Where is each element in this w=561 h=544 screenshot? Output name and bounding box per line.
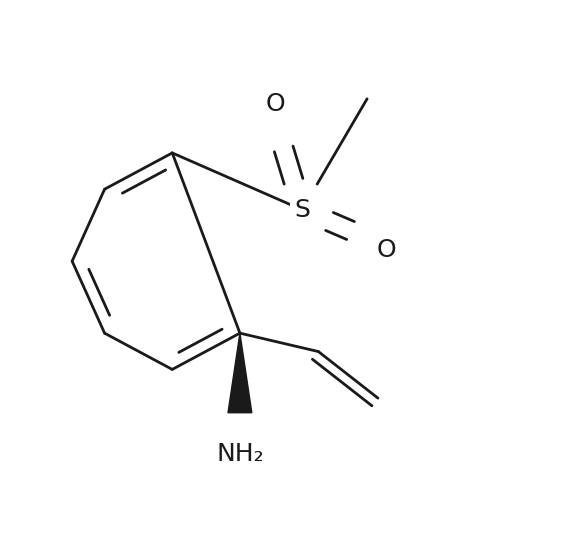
Polygon shape [228,333,252,413]
Text: O: O [265,92,285,116]
Text: NH₂: NH₂ [216,442,264,467]
Text: O: O [376,238,396,262]
Text: S: S [294,198,310,222]
